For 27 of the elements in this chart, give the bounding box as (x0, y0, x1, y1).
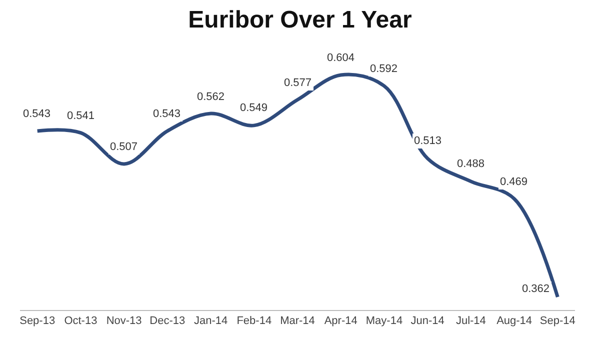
data-label: 0.543 (153, 108, 181, 120)
x-tick-label: Mar-14 (280, 315, 315, 328)
x-tick-label: Sep-13 (20, 315, 56, 328)
data-label: 0.592 (370, 63, 398, 75)
x-tick-label: Apr-14 (324, 315, 358, 328)
data-label: 0.562 (197, 91, 225, 103)
chart-title: Euribor Over 1 Year (188, 6, 412, 34)
x-tick-label: Jan-14 (194, 315, 228, 328)
x-tick-label: Aug-14 (496, 315, 532, 328)
x-tick-label: May-14 (366, 315, 403, 328)
x-tick-label: Feb-14 (236, 315, 272, 328)
data-label: 0.362 (522, 283, 550, 295)
x-tick-label: Nov-13 (106, 315, 142, 328)
x-tick-label: Jul-14 (456, 315, 486, 328)
x-tick-label: Sep-14 (540, 315, 576, 328)
data-label: 0.549 (240, 102, 268, 114)
data-label: 0.469 (500, 176, 528, 188)
data-label: 0.577 (284, 77, 312, 89)
x-tick-label: Oct-13 (64, 315, 98, 328)
data-label: 0.488 (457, 158, 485, 170)
data-label: 0.604 (327, 52, 355, 64)
data-label: 0.513 (414, 135, 442, 147)
data-label: 0.507 (110, 141, 138, 153)
data-label: 0.541 (67, 110, 95, 122)
data-label: 0.543 (23, 108, 51, 120)
x-tick-label: Jun-14 (410, 315, 444, 328)
x-tick-label: Dec-13 (150, 315, 186, 328)
